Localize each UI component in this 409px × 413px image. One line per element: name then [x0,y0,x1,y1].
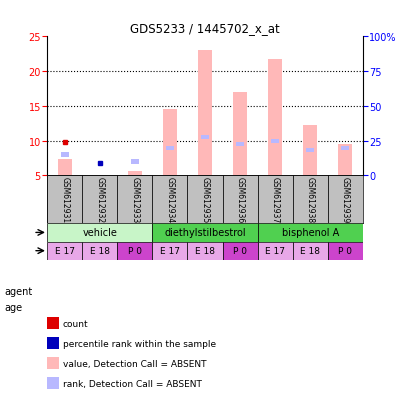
Bar [257,176,292,224]
Bar [232,93,247,176]
Text: P 0: P 0 [232,247,247,256]
Bar [58,159,72,176]
Bar [306,149,313,153]
Bar [198,51,211,176]
Bar [47,242,82,260]
Bar [187,176,222,224]
Bar [236,143,243,147]
Bar [337,145,351,176]
Bar [327,176,362,224]
Bar [303,126,317,176]
Text: percentile rank within the sample: percentile rank within the sample [63,339,215,349]
Bar [82,242,117,260]
Bar [292,176,327,224]
Bar [267,60,281,176]
Bar [117,176,152,224]
Bar [327,242,362,260]
Bar [82,176,117,224]
Text: value, Detection Call = ABSENT: value, Detection Call = ABSENT [63,359,206,368]
Bar [152,176,187,224]
Bar [128,171,142,176]
Text: GSM612936: GSM612936 [235,177,244,223]
Text: rank, Detection Call = ABSENT: rank, Detection Call = ABSENT [63,379,201,388]
Text: GSM612935: GSM612935 [200,177,209,223]
Bar [47,176,82,224]
Bar [292,242,327,260]
Text: vehicle: vehicle [82,228,117,238]
Text: GSM612938: GSM612938 [305,177,314,223]
Bar [152,242,187,260]
Text: GSM612937: GSM612937 [270,177,279,223]
Bar [166,146,173,150]
Bar [152,224,257,242]
Text: age: age [4,303,22,313]
Bar [341,146,348,150]
Text: P 0: P 0 [128,247,142,256]
Bar [187,242,222,260]
Text: agent: agent [4,286,32,296]
Bar [222,176,257,224]
Bar [162,110,177,176]
Bar [201,136,208,140]
Text: bisphenol A: bisphenol A [281,228,338,238]
Bar [61,153,68,157]
Text: E 18: E 18 [90,247,110,256]
Text: GSM612931: GSM612931 [60,177,69,223]
Text: E 18: E 18 [299,247,319,256]
Bar [257,224,362,242]
Bar [257,242,292,260]
Text: P 0: P 0 [337,247,351,256]
Text: E 17: E 17 [54,247,74,256]
Bar [222,242,257,260]
Bar [47,224,152,242]
Text: count: count [63,320,88,329]
Text: E 18: E 18 [195,247,214,256]
Text: GSM612932: GSM612932 [95,177,104,223]
Bar [271,139,279,143]
Text: GSM612933: GSM612933 [130,177,139,223]
Text: E 17: E 17 [265,247,285,256]
Text: GSM612939: GSM612939 [340,177,349,223]
Bar [117,242,152,260]
Title: GDS5233 / 1445702_x_at: GDS5233 / 1445702_x_at [130,21,279,35]
Text: E 17: E 17 [160,247,180,256]
Bar [130,160,138,164]
Text: GSM612934: GSM612934 [165,177,174,223]
Text: diethylstilbestrol: diethylstilbestrol [164,228,245,238]
